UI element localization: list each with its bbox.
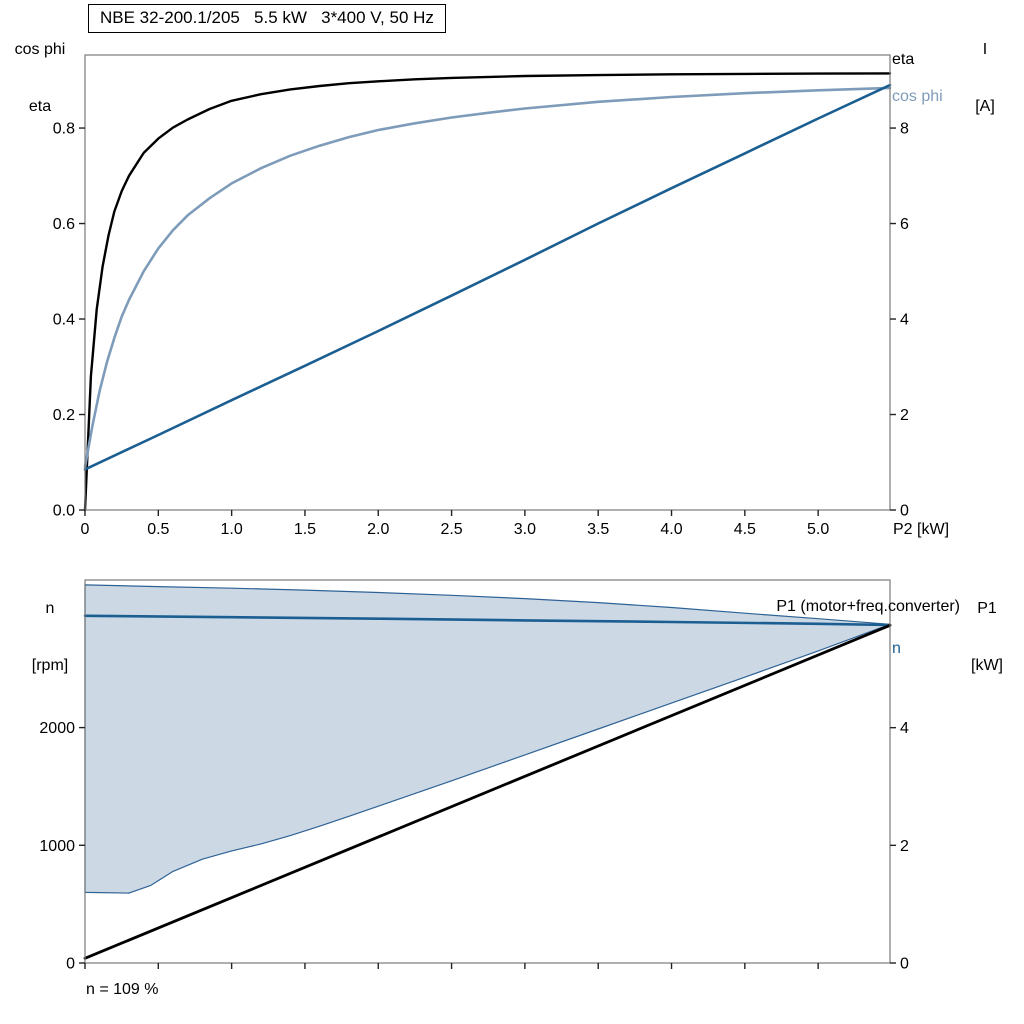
tick-label: 2000 bbox=[39, 720, 75, 737]
tick-label: 0.8 bbox=[53, 121, 75, 138]
axis-title-line: eta bbox=[28, 98, 52, 115]
tick-label: 8 bbox=[900, 121, 909, 138]
top-right-axis-title: I [A] bbox=[955, 2, 1015, 135]
tick-label: 0.4 bbox=[53, 312, 75, 329]
tick-label: 0 bbox=[900, 956, 909, 973]
cos-phi-curve bbox=[83, 86, 892, 469]
tick-label: 2.5 bbox=[440, 521, 462, 538]
chart-title: NBE 32-200.1/205 5.5 kW 3*400 V, 50 Hz bbox=[88, 4, 446, 33]
bottom-right-axis-title: P1 [kW] bbox=[955, 561, 1019, 694]
tick-label: 2 bbox=[900, 407, 909, 424]
current-curve bbox=[83, 83, 892, 471]
tick-label: 5.0 bbox=[807, 521, 829, 538]
axis-title-line: cos phi bbox=[14, 41, 66, 58]
tick-label: 0.0 bbox=[53, 503, 75, 520]
tick-label: 3.5 bbox=[587, 521, 609, 538]
tick-label: 0 bbox=[81, 521, 90, 538]
tick-label: 4 bbox=[900, 720, 909, 737]
tick-label: 2.0 bbox=[367, 521, 389, 538]
tick-label: 0 bbox=[66, 956, 75, 973]
tick-label: 1000 bbox=[39, 838, 75, 855]
eta-curve bbox=[83, 72, 892, 512]
axis-title-line: [kW] bbox=[971, 657, 1003, 674]
tick-label: 4.0 bbox=[660, 521, 682, 538]
tick-label: 1.0 bbox=[221, 521, 243, 538]
p1-curve-label: P1 (motor+freq.converter) bbox=[776, 598, 960, 615]
plot-frame bbox=[84, 579, 891, 964]
tick-label: 0.6 bbox=[53, 216, 75, 233]
tick-label: 4 bbox=[900, 312, 909, 329]
tick-label: 0.5 bbox=[147, 521, 169, 538]
axis-title-line: n bbox=[45, 600, 55, 617]
tick-label: 6 bbox=[900, 216, 909, 233]
speed-percentage-note: n = 109 % bbox=[86, 981, 159, 998]
tick-label: 0 bbox=[900, 503, 909, 520]
tick-label: 3.0 bbox=[514, 521, 536, 538]
cos-phi-curve-label: cos phi bbox=[892, 88, 943, 105]
axis-title-line: I bbox=[982, 41, 988, 58]
speed-curve bbox=[83, 614, 892, 627]
tick-label: 2 bbox=[900, 838, 909, 855]
n-curve-label: n bbox=[892, 640, 901, 657]
x-axis-title: P2 [kW] bbox=[893, 521, 950, 538]
top-left-axis-title: cos phi eta bbox=[0, 2, 80, 135]
axis-title-line: [rpm] bbox=[31, 657, 69, 674]
axis-ticks: 0 1000 2000 0 2 4 bbox=[39, 720, 909, 972]
tick-label: 4.5 bbox=[734, 521, 756, 538]
axis-title-line: [A] bbox=[975, 98, 995, 115]
axis-ticks: 0 0.5 1.0 1.5 2.0 2.5 3.0 3.5 4.0 4.5 5.0 0.0 0.2 0.4… bbox=[53, 121, 909, 538]
plot-frame bbox=[84, 54, 891, 511]
input-power-curve bbox=[83, 623, 892, 960]
tick-label: 1.5 bbox=[294, 521, 316, 538]
eta-curve-label: eta bbox=[892, 51, 915, 68]
bottom-left-axis-title: n [rpm] bbox=[8, 561, 92, 694]
speed-range-region-area bbox=[84, 584, 891, 894]
motor-electrical-curves: 0 0.5 1.0 1.5 2.0 2.5 3.0 3.5 4.0 4.5 5.0 0.0 0.2 0.4… bbox=[53, 54, 909, 538]
tick-label: 0.2 bbox=[53, 407, 75, 424]
speed-input-power-curves: 0 1000 2000 0 2 4 bbox=[39, 579, 909, 973]
axis-title-line: P1 bbox=[977, 600, 997, 617]
